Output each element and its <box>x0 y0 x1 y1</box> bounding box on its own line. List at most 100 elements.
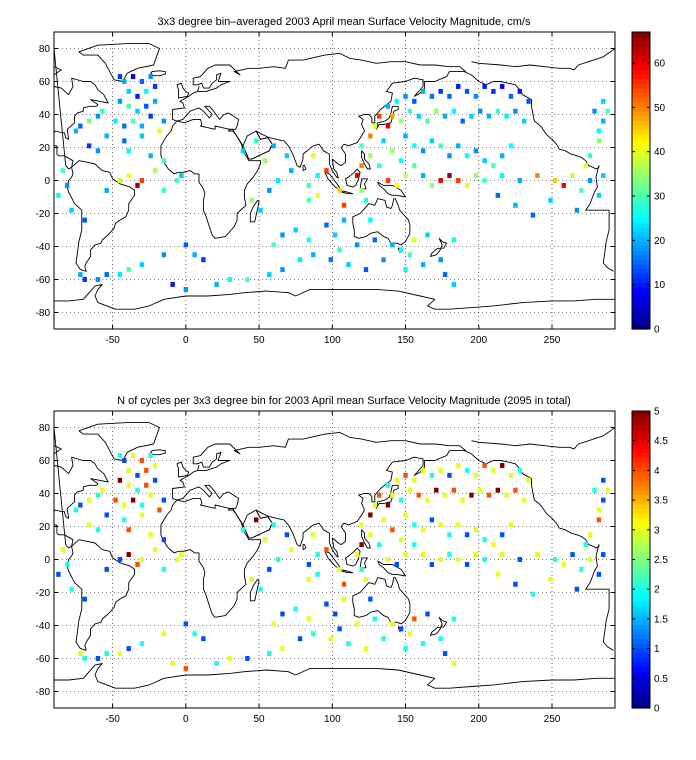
cycles-bin <box>425 497 430 503</box>
velocity-y-ticks: -80 -60 -40 -20 0 20 40 60 80 <box>36 44 615 319</box>
cycles-coast-africa <box>160 497 261 618</box>
velocity-colorbar-swatch <box>632 291 650 298</box>
cycles-colorbar-swatch <box>632 485 650 491</box>
cycles-colorbar-swatch <box>632 545 650 551</box>
velocity-bin <box>464 88 470 94</box>
cycles-bin <box>69 586 74 592</box>
cycles-bin <box>359 566 364 572</box>
velocity-colorbar-swatch <box>632 203 650 209</box>
cycles-bin <box>508 522 514 528</box>
cycles-bin <box>201 636 206 642</box>
cycles-coast-nz_n <box>438 616 448 628</box>
velocity-bin <box>403 173 408 179</box>
cycles-bin <box>86 497 92 503</box>
velocity-colorbar-swatch <box>632 92 650 98</box>
cycles-colorbar-swatch <box>632 582 650 588</box>
velocity-bin <box>170 281 175 287</box>
cycles-ytick-label: 60 <box>39 456 51 467</box>
cycles-bin <box>412 522 417 528</box>
velocity-bin <box>390 113 395 119</box>
cycles-colorbar-swatch <box>632 438 650 445</box>
velocity-bin <box>442 113 448 119</box>
cycles-bin <box>381 517 386 523</box>
cycles-bin <box>346 641 351 647</box>
cycles-bin <box>420 641 426 647</box>
velocity-bin <box>381 138 386 144</box>
cycles-bin <box>139 458 145 463</box>
cycles-colorbar-swatch <box>632 434 650 440</box>
cycles-xtick-label: 50 <box>254 714 266 725</box>
velocity-bin <box>482 178 487 183</box>
velocity-bin <box>104 133 109 139</box>
cycles-bin <box>464 532 470 538</box>
velocity-bin <box>157 128 162 134</box>
velocity-bin <box>403 93 408 99</box>
cycles-bin <box>311 631 316 637</box>
cycles-colorbar-label: 1.5 <box>654 614 668 625</box>
cycles-ytick-label: -20 <box>36 588 51 599</box>
velocity-bin <box>152 98 158 104</box>
cycles-bin <box>535 552 540 558</box>
velocity-bin <box>139 79 145 84</box>
velocity-colorbar-swatch <box>632 273 650 279</box>
velocity-bin <box>500 173 505 179</box>
velocity-bin <box>324 222 329 228</box>
velocity-coast-nz_n <box>438 237 448 249</box>
cycles-bin <box>126 646 131 652</box>
velocity-colorbar-swatch <box>632 50 650 56</box>
cycles-bin <box>398 537 404 543</box>
velocity-colorbar-swatch <box>632 161 650 168</box>
cycles-bin <box>438 557 443 562</box>
cycles-colorbar-swatch <box>632 527 650 533</box>
cycles-bin <box>95 527 101 533</box>
cycles-bin <box>412 542 417 548</box>
velocity-bin <box>587 178 593 183</box>
cycles-colorbar-swatch <box>632 564 650 570</box>
cycles-bin <box>240 527 246 533</box>
velocity-bin <box>130 74 136 80</box>
cycles-bin <box>271 522 276 528</box>
cycles-bin <box>460 497 465 503</box>
velocity-colorbar-swatch <box>632 124 650 131</box>
velocity-bin <box>381 257 386 263</box>
velocity-ytick-label: -60 <box>36 275 51 286</box>
velocity-ytick-label: 80 <box>39 44 51 55</box>
cycles-bin <box>253 517 259 523</box>
cycles-bin <box>130 497 136 503</box>
velocity-bin <box>139 123 145 129</box>
cycles-bin <box>425 611 430 617</box>
cycles-colorbar-swatch <box>632 573 650 579</box>
cycles-bin <box>412 616 417 622</box>
cycles-bin <box>552 557 558 562</box>
velocity-bin <box>416 113 421 119</box>
velocity-coast-japan <box>375 105 399 130</box>
velocity-bin <box>513 202 518 208</box>
cycles-ytick-label: -60 <box>36 654 51 665</box>
velocity-coast-australia <box>352 198 411 246</box>
cycles-bin <box>297 636 303 642</box>
velocity-colorbar-swatch <box>632 324 650 330</box>
cycles-colorbar-label: 5 <box>654 407 660 418</box>
cycles-coast-antarctica <box>54 663 615 689</box>
velocity-bin <box>249 197 254 203</box>
velocity-bin <box>425 118 430 124</box>
velocity-xtick-label: 150 <box>397 335 414 346</box>
cycles-xtick-label: 200 <box>470 714 487 725</box>
velocity-bin <box>495 108 501 114</box>
velocity-xtick-label: 0 <box>183 335 189 346</box>
cycles-bin <box>280 646 285 652</box>
velocity-bin <box>82 217 87 223</box>
cycles-colorbar-label: 1 <box>654 644 660 655</box>
velocity-colorbar-swatch <box>632 222 650 228</box>
velocity-bin <box>500 153 505 159</box>
velocity-bin <box>148 74 153 80</box>
cycles-bin <box>482 462 487 468</box>
velocity-bin <box>456 83 461 89</box>
cycles-bin <box>95 656 101 661</box>
cycles-bin <box>139 512 145 518</box>
cycles-colorbar-swatch <box>632 661 650 667</box>
velocity-colorbar-swatch <box>632 175 650 182</box>
velocity-bin <box>469 113 474 119</box>
velocity-bin <box>438 178 443 183</box>
